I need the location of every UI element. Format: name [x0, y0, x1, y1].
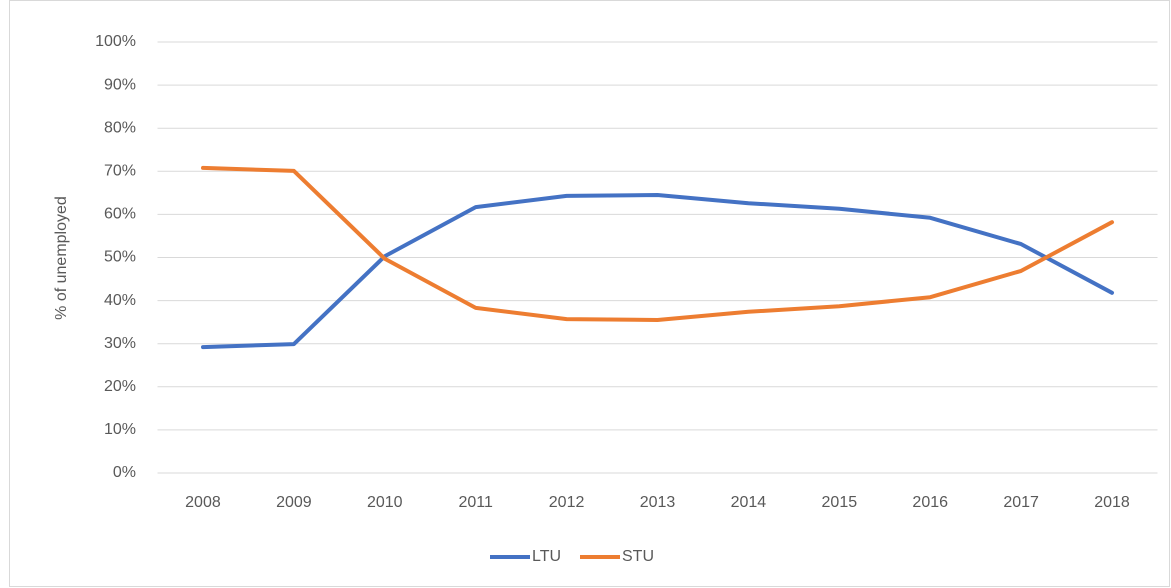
y-tick-label: 80% — [104, 119, 136, 136]
y-tick-label: 90% — [104, 76, 136, 93]
x-tick-label: 2018 — [1094, 494, 1130, 511]
x-tick-label: 2016 — [912, 494, 948, 511]
y-tick-label: 0% — [113, 464, 136, 481]
x-tick-label: 2017 — [1003, 494, 1039, 511]
legend-label: STU — [622, 548, 654, 565]
legend-label: LTU — [532, 548, 561, 565]
y-tick-label: 40% — [104, 292, 136, 309]
y-tick-label: 60% — [104, 206, 136, 223]
y-axis-label: % of unemployed — [53, 196, 70, 320]
y-tick-label: 10% — [104, 421, 136, 438]
x-tick-label: 2013 — [640, 494, 676, 511]
x-tick-label: 2014 — [731, 494, 767, 511]
series-line — [201, 165, 1114, 322]
y-tick-label: 100% — [95, 33, 136, 50]
x-tick-label: 2012 — [549, 494, 585, 511]
x-tick-label: 2008 — [185, 494, 221, 511]
x-tick-label: 2009 — [276, 494, 312, 511]
chart-frame — [9, 0, 1170, 587]
y-tick-label: 70% — [104, 163, 136, 180]
x-tick-label: 2010 — [367, 494, 403, 511]
series-line — [201, 193, 1114, 350]
y-tick-label: 20% — [104, 378, 136, 395]
x-tick-label: 2011 — [458, 494, 493, 511]
y-tick-label: 30% — [104, 335, 136, 352]
y-tick-label: 50% — [104, 249, 136, 266]
x-tick-label: 2015 — [822, 494, 858, 511]
